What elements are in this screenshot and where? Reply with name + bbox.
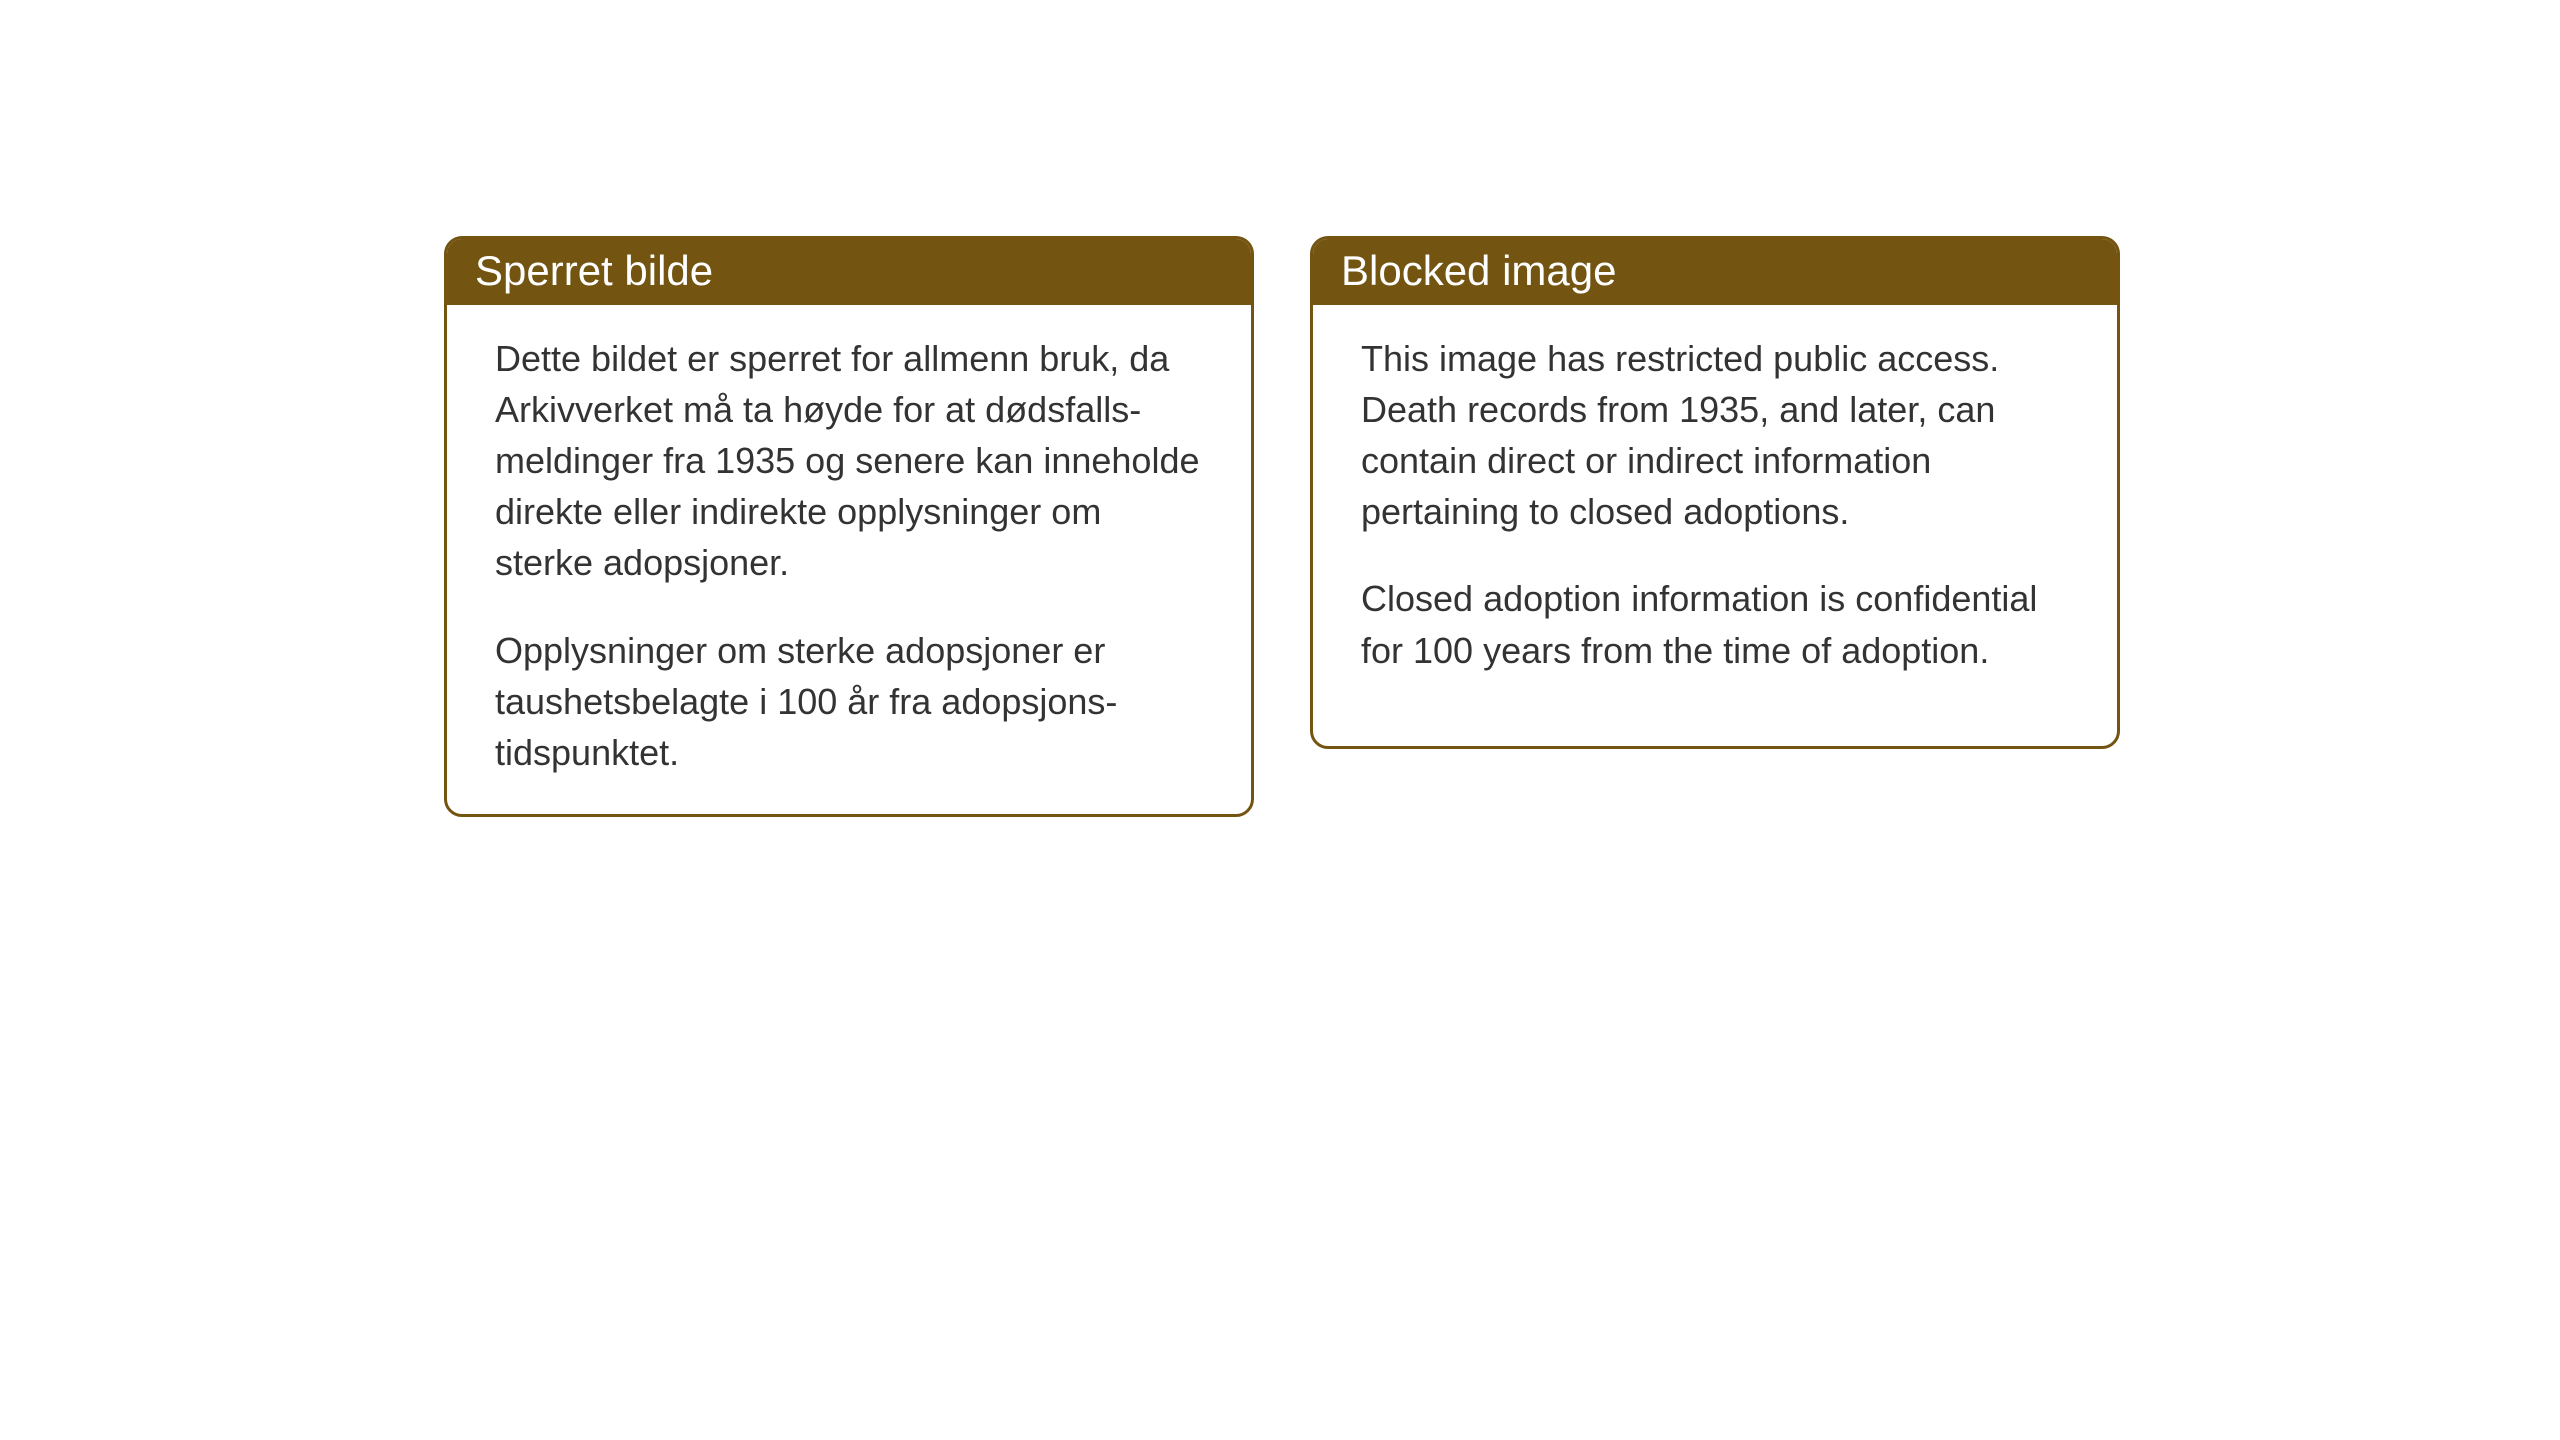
notice-card-english: Blocked image This image has restricted …	[1310, 236, 2120, 749]
notice-container: Sperret bilde Dette bildet er sperret fo…	[444, 236, 2120, 817]
notice-header-norwegian: Sperret bilde	[447, 239, 1251, 305]
notice-title-norwegian: Sperret bilde	[475, 247, 713, 294]
notice-header-english: Blocked image	[1313, 239, 2117, 305]
notice-paragraph-2-norwegian: Opplysninger om sterke adopsjoner er tau…	[495, 625, 1203, 778]
notice-title-english: Blocked image	[1341, 247, 1616, 294]
notice-body-norwegian: Dette bildet er sperret for allmenn bruk…	[447, 305, 1251, 814]
notice-body-english: This image has restricted public access.…	[1313, 305, 2117, 712]
notice-card-norwegian: Sperret bilde Dette bildet er sperret fo…	[444, 236, 1254, 817]
notice-paragraph-1-english: This image has restricted public access.…	[1361, 333, 2069, 537]
notice-paragraph-1-norwegian: Dette bildet er sperret for allmenn bruk…	[495, 333, 1203, 589]
notice-paragraph-2-english: Closed adoption information is confident…	[1361, 573, 2069, 675]
